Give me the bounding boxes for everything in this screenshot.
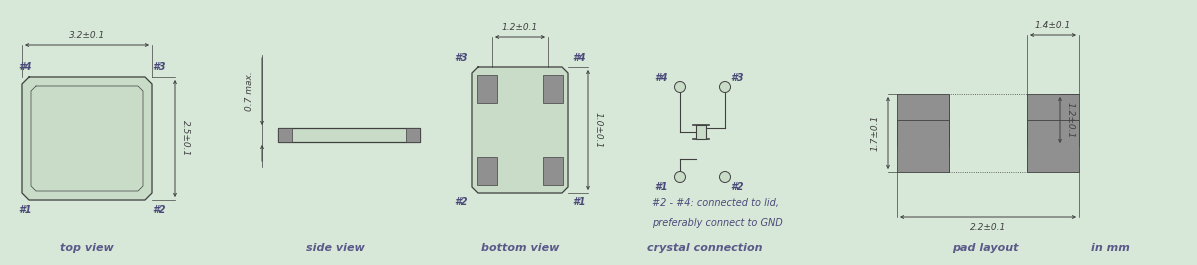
Text: 1.4±0.1: 1.4±0.1 (1035, 21, 1071, 30)
Circle shape (719, 171, 730, 183)
Text: #4: #4 (655, 73, 668, 83)
Text: #1: #1 (572, 197, 585, 207)
Bar (278, 128, 420, 142)
Bar (406, 128, 420, 142)
Polygon shape (22, 77, 152, 200)
Text: #3: #3 (152, 62, 165, 72)
Text: 1.2±0.1: 1.2±0.1 (502, 23, 539, 32)
Bar (695, 125, 705, 139)
Text: #4: #4 (18, 62, 31, 72)
Text: 2.2±0.1: 2.2±0.1 (970, 223, 1007, 232)
Text: 0.7 max.: 0.7 max. (245, 72, 255, 111)
Text: #2: #2 (152, 205, 165, 215)
Text: 2.5±0.1: 2.5±0.1 (181, 120, 190, 157)
Text: bottom view: bottom view (481, 243, 559, 253)
Text: 1.2±0.1: 1.2±0.1 (1067, 102, 1075, 138)
Text: in mm: in mm (1090, 243, 1130, 253)
Circle shape (674, 171, 686, 183)
Bar (1027, 120, 1078, 172)
Bar (278, 128, 292, 142)
Text: #3: #3 (730, 73, 743, 83)
Text: crystal connection: crystal connection (648, 243, 762, 253)
Circle shape (719, 82, 730, 92)
Bar (897, 94, 949, 146)
Text: #3: #3 (455, 53, 468, 63)
Text: #4: #4 (572, 53, 585, 63)
Bar (1027, 94, 1078, 146)
Text: 1.0±0.1: 1.0±0.1 (594, 112, 603, 148)
Circle shape (674, 82, 686, 92)
Text: side view: side view (305, 243, 364, 253)
Bar (543, 157, 563, 185)
Text: #2: #2 (730, 182, 743, 192)
Text: top view: top view (60, 243, 114, 253)
Text: 1.7±0.1: 1.7±0.1 (871, 115, 880, 151)
Polygon shape (472, 67, 569, 193)
Text: pad layout: pad layout (952, 243, 1019, 253)
Text: preferably connect to GND: preferably connect to GND (652, 218, 783, 228)
Text: #2 - #4: connected to lid,: #2 - #4: connected to lid, (652, 198, 779, 208)
Text: 3.2±0.1: 3.2±0.1 (69, 31, 105, 40)
Bar (897, 120, 949, 172)
Text: #2: #2 (455, 197, 468, 207)
Bar (949, 94, 1027, 172)
Text: #1: #1 (655, 182, 668, 192)
Bar (543, 75, 563, 103)
Text: #1: #1 (18, 205, 31, 215)
Bar (476, 75, 497, 103)
Bar (476, 157, 497, 185)
